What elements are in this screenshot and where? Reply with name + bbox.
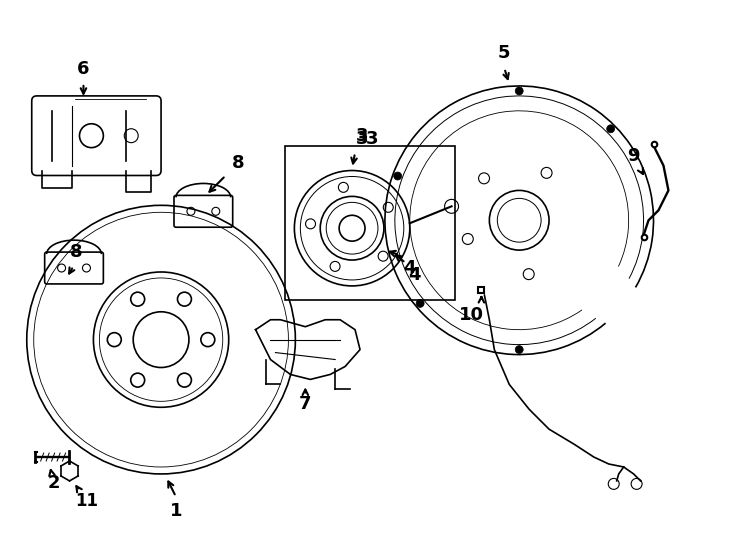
Bar [286, 146, 454, 300]
Text: 4: 4 [409, 266, 421, 284]
Text: 3: 3 [366, 130, 378, 147]
Text: 9: 9 [628, 146, 640, 165]
Text: 1: 1 [170, 502, 182, 520]
Text: 11: 11 [75, 492, 98, 510]
Text: 2: 2 [48, 474, 60, 492]
Circle shape [607, 125, 614, 133]
Text: 10: 10 [459, 306, 484, 324]
Circle shape [515, 346, 523, 354]
Text: 6: 6 [77, 60, 90, 78]
Text: 7: 7 [299, 395, 311, 413]
Circle shape [515, 87, 523, 95]
Text: 4: 4 [404, 259, 416, 277]
Circle shape [393, 172, 401, 180]
Text: 8: 8 [233, 153, 245, 172]
Text: 8: 8 [70, 243, 83, 261]
Circle shape [416, 299, 424, 307]
Text: 3: 3 [356, 130, 368, 147]
Text: 5: 5 [498, 44, 511, 62]
Text: 3: 3 [356, 127, 368, 145]
